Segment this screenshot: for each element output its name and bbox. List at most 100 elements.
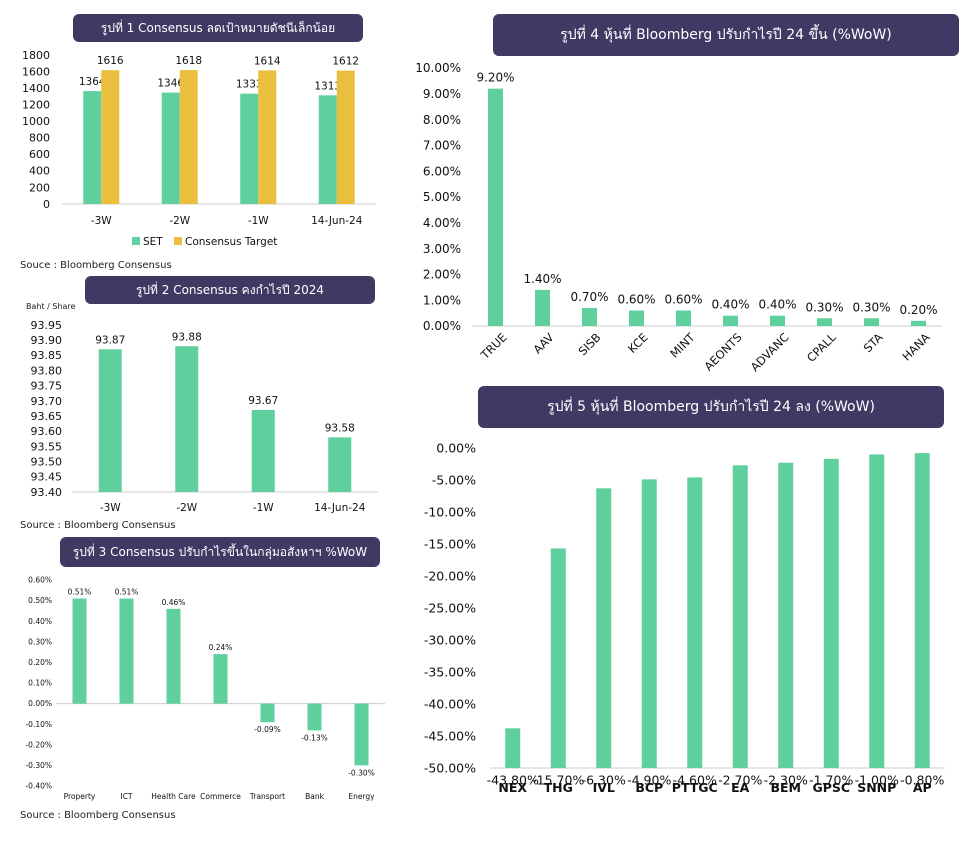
x-tick-label: ICT xyxy=(120,792,132,801)
y-tick-label: 10.00% xyxy=(415,61,461,75)
fig2-chart: 93.95 93.90 93.85 93.80 93.75 93.70 93.65 93.60… xyxy=(31,319,378,514)
bar-bank xyxy=(307,703,322,731)
fig5-title: รูปที่ 5 หุ้นที่ Bloomberg ปรับกำไรปี 24… xyxy=(478,386,944,428)
fig2-title: รูปที่ 2 Consensus คงกำไรปี 2024 xyxy=(85,276,375,304)
legend-swatch-set xyxy=(132,237,140,245)
x-tick-label: Energy xyxy=(348,792,375,801)
bar-bem xyxy=(778,462,794,768)
bar-consensus-target-14-jun-24 xyxy=(336,70,355,204)
y-tick-label: 200 xyxy=(29,181,50,194)
bar-sta xyxy=(864,318,879,326)
data-label: -43.80% xyxy=(487,773,539,788)
y-tick-label: 0.00% xyxy=(436,440,476,455)
x-tick-label: Bank xyxy=(305,792,324,801)
bar-property xyxy=(72,598,87,704)
bar-set-14-jun-24 xyxy=(318,95,337,204)
x-tick-label: Health Care xyxy=(151,792,196,801)
data-label: 0.51% xyxy=(68,588,92,597)
x-tick-label: -3W xyxy=(91,215,112,227)
bar-set--2w xyxy=(161,92,180,204)
y-tick-label: 5.00% xyxy=(423,190,461,204)
y-tick-label: 1200 xyxy=(22,99,50,112)
bar-commerce xyxy=(213,654,228,704)
x-tick-label: Property xyxy=(64,792,96,801)
x-tick-label: EA xyxy=(731,780,750,795)
bar-set--3w xyxy=(83,91,102,204)
y-tick-label: 800 xyxy=(29,132,50,145)
y-tick-label: -0.20% xyxy=(25,740,52,749)
data-label: -15.70% xyxy=(532,773,584,788)
data-label: 0.30% xyxy=(852,300,890,314)
x-tick-label: Transport xyxy=(249,792,285,801)
bar-ivl xyxy=(596,488,612,768)
y-tick-label: -20.00% xyxy=(424,568,476,583)
bar-ea xyxy=(732,465,748,768)
y-tick-label: 93.55 xyxy=(31,440,63,453)
y-tick-label: 4.00% xyxy=(423,216,461,230)
fig1-title: รูปที่ 1 Consensus ลดเป้าหมายดัชนีเล็กน้… xyxy=(73,14,363,42)
bar-sisb xyxy=(582,307,597,326)
y-tick-label: 400 xyxy=(29,165,50,178)
fig3-chart: 0.60% 0.50% 0.40% 0.30% 0.20% 0.10% 0.00% -0.10… xyxy=(25,576,385,801)
data-label: 9.20% xyxy=(476,71,514,85)
y-tick-label: 93.90 xyxy=(31,334,63,347)
x-tick-label: SNNP xyxy=(857,780,896,795)
y-tick-label: 93.70 xyxy=(31,395,63,408)
legend-label-consensus-target: Consensus Target xyxy=(185,236,277,248)
bar-pttgc xyxy=(687,477,703,768)
y-tick-label: -0.10% xyxy=(25,720,52,729)
data-label: 0.40% xyxy=(711,298,749,312)
y-tick-label: 0.20% xyxy=(28,658,52,667)
bar-consensus-target--2w xyxy=(179,70,198,204)
y-tick-label: 8.00% xyxy=(423,113,461,127)
data-label: -2.30% xyxy=(764,773,808,788)
data-label: -0.13% xyxy=(301,733,328,742)
y-tick-label: -10.00% xyxy=(424,504,476,519)
data-label: 93.58 xyxy=(325,422,355,434)
y-tick-label: 93.75 xyxy=(31,380,63,393)
y-tick-label: 93.50 xyxy=(31,455,63,468)
data-label: 0.51% xyxy=(115,588,139,597)
data-label: -1.00% xyxy=(855,773,899,788)
y-tick-label: -35.00% xyxy=(424,664,476,679)
fig1-chart: 1800 1600 1400 1200 1000 800 600 400 200 0 1364 161… xyxy=(22,49,376,248)
bar-thg xyxy=(550,548,566,768)
data-label: -4.90% xyxy=(627,773,671,788)
y-tick-label: 93.60 xyxy=(31,425,63,438)
x-tick-label: AP xyxy=(913,780,932,795)
x-tick-label: BEM xyxy=(770,780,801,795)
x-tick-label: -1W xyxy=(248,215,269,227)
bar--3w xyxy=(98,349,122,492)
fig4-chart: 10.00% 9.00% 8.00% 7.00% 6.00% 5.00% 4.00% 3.00… xyxy=(415,61,942,374)
y-tick-label: 0.00% xyxy=(28,699,52,708)
fig1-source: Souce : Bloomberg Consensus xyxy=(20,260,172,271)
data-label: 0.20% xyxy=(899,303,937,317)
y-tick-label: -25.00% xyxy=(424,600,476,615)
bar-aeonts xyxy=(723,315,738,326)
y-tick-label: -40.00% xyxy=(424,696,476,711)
bar-aav xyxy=(535,289,550,326)
y-tick-label: 1600 xyxy=(22,65,50,78)
y-tick-label: 7.00% xyxy=(423,139,461,153)
y-tick-label: 93.65 xyxy=(31,410,63,423)
bar-cpall xyxy=(817,318,832,326)
y-tick-label: 93.80 xyxy=(31,364,63,377)
bar-14-jun-24 xyxy=(328,437,352,492)
bar-ict xyxy=(119,598,134,704)
y-tick-label: -30.00% xyxy=(424,632,476,647)
data-label: 93.88 xyxy=(172,331,202,343)
y-tick-label: 2.00% xyxy=(423,268,461,282)
y-tick-label: 1800 xyxy=(22,49,50,62)
x-tick-label: PTTGC xyxy=(672,780,718,795)
bar-nex xyxy=(505,728,521,768)
y-tick-label: 0.40% xyxy=(28,617,52,626)
y-tick-label: 0.60% xyxy=(28,576,52,585)
y-tick-label: 0.50% xyxy=(28,596,52,605)
bar-transport xyxy=(260,703,275,723)
y-tick-label: 3.00% xyxy=(423,242,461,256)
y-tick-label: -50.00% xyxy=(424,760,476,775)
y-tick-label: 0.30% xyxy=(28,637,52,646)
bar--1w xyxy=(251,410,275,492)
legend-label-set: SET xyxy=(143,236,163,248)
